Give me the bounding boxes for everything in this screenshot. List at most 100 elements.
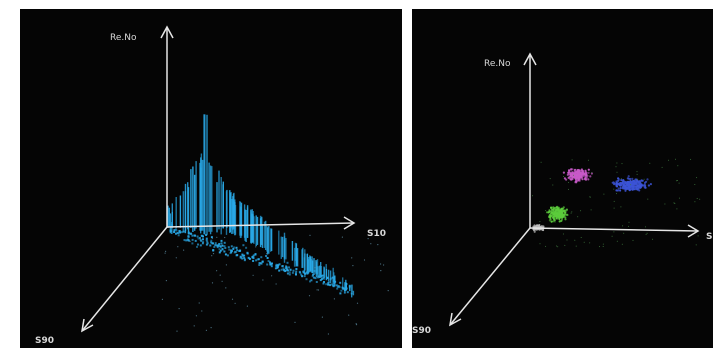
data-point — [304, 272, 306, 275]
data-bar — [311, 260, 314, 274]
data-bar — [310, 259, 313, 273]
data-point — [626, 183, 629, 186]
data-bar — [293, 247, 296, 267]
data-point — [538, 224, 541, 227]
data-point — [211, 255, 213, 257]
data-point — [581, 178, 584, 181]
data-point — [276, 266, 279, 269]
data-point — [224, 236, 226, 239]
data-point — [574, 239, 576, 241]
data-point — [331, 276, 334, 279]
data-bar — [202, 159, 204, 231]
data-point — [285, 267, 287, 270]
data-point — [615, 189, 618, 192]
data-point — [550, 220, 553, 223]
data-point — [553, 218, 556, 221]
data-point — [377, 244, 379, 246]
data-point — [243, 257, 246, 259]
data-point — [286, 272, 289, 275]
data-point — [624, 184, 627, 187]
data-point — [173, 231, 176, 233]
data-point — [182, 230, 185, 233]
data-point — [626, 187, 629, 190]
data-point — [560, 207, 563, 210]
data-point — [312, 276, 315, 279]
data-point — [572, 174, 574, 176]
data-point — [294, 321, 296, 323]
data-point — [627, 175, 630, 178]
data-point — [238, 249, 241, 252]
data-point — [175, 232, 177, 235]
data-point — [580, 210, 582, 212]
data-point — [275, 264, 278, 267]
data-point — [552, 208, 555, 211]
data-bar — [259, 218, 262, 248]
data-point — [202, 235, 204, 238]
data-point — [574, 168, 577, 171]
data-point — [278, 269, 281, 272]
data-point — [245, 246, 248, 249]
data-point — [575, 180, 578, 183]
data-point — [587, 168, 590, 171]
data-point — [550, 206, 553, 209]
data-point — [302, 271, 305, 274]
right-x-axis-label: S — [706, 232, 712, 242]
data-point — [314, 277, 317, 280]
data-point — [563, 214, 566, 217]
data-point — [616, 240, 618, 242]
data-point — [200, 234, 203, 237]
data-point — [178, 308, 180, 310]
data-point — [235, 246, 238, 249]
data-bar — [192, 166, 194, 232]
data-point — [218, 243, 221, 245]
data-point — [216, 244, 218, 247]
data-bar — [216, 182, 218, 233]
data-point — [552, 216, 555, 219]
data-point — [550, 208, 553, 211]
data-point — [383, 264, 385, 266]
data-point — [337, 285, 339, 288]
data-point — [554, 221, 556, 223]
data-point — [211, 237, 214, 239]
data-point — [549, 178, 551, 180]
data-bar — [182, 191, 184, 231]
data-point — [298, 270, 301, 273]
data-bar — [225, 191, 228, 235]
data-point — [199, 237, 201, 239]
data-bar — [320, 262, 322, 278]
data-point — [183, 249, 185, 251]
data-point — [177, 232, 180, 234]
data-point — [225, 264, 227, 266]
data-bar — [168, 207, 170, 228]
data-bar — [218, 170, 220, 230]
data-point — [553, 211, 556, 214]
data-point — [649, 183, 652, 186]
left-x-axis-label: S10 — [367, 229, 386, 239]
data-point — [645, 233, 647, 235]
data-bar — [329, 270, 332, 284]
data-point — [341, 286, 344, 289]
data-point — [647, 184, 650, 187]
data-point — [344, 289, 347, 291]
data-point — [568, 188, 569, 190]
data-point — [284, 270, 287, 272]
data-point — [175, 257, 177, 259]
data-point — [533, 230, 536, 233]
data-bar — [325, 269, 328, 281]
data-point — [552, 184, 554, 186]
data-point — [201, 310, 203, 312]
data-point — [323, 281, 325, 283]
data-point — [558, 220, 561, 223]
data-point — [644, 184, 647, 187]
data-bar — [184, 191, 187, 234]
data-bar — [263, 221, 266, 248]
data-bar — [283, 236, 286, 260]
data-bar — [285, 238, 287, 260]
data-point — [611, 181, 614, 184]
data-point — [216, 270, 218, 272]
data-bar — [255, 215, 257, 247]
data-point — [564, 218, 567, 221]
data-point — [164, 252, 166, 254]
data-bar — [231, 199, 233, 234]
data-bar — [352, 290, 355, 296]
